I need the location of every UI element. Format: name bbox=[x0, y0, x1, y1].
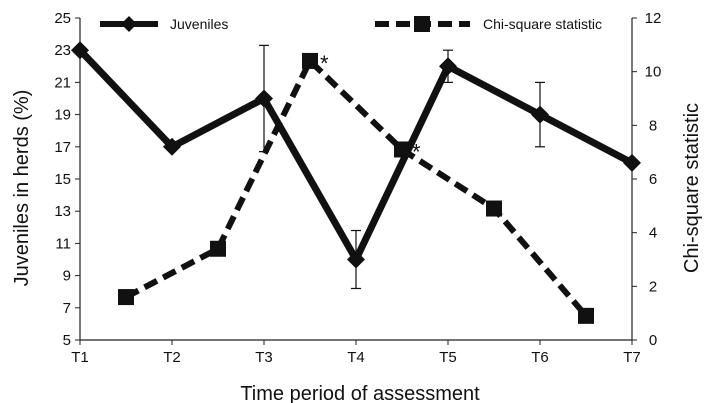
left-y-tick-label: 17 bbox=[54, 139, 71, 156]
right-y-tick-label: 12 bbox=[645, 10, 662, 27]
chi-square-line bbox=[124, 57, 589, 318]
juveniles-point bbox=[347, 250, 365, 269]
significance-asterisk: * bbox=[320, 51, 329, 76]
juveniles-point bbox=[163, 137, 181, 156]
legend: Juveniles Chi-square statistic bbox=[100, 16, 602, 32]
right-y-tick-label: 10 bbox=[645, 64, 662, 81]
chi-square-point bbox=[302, 52, 318, 69]
right-y-tick-label: 8 bbox=[649, 117, 657, 134]
right-y-tick-label: 6 bbox=[649, 171, 657, 188]
y-axis-title-left: Juveniles in herds (%) bbox=[11, 90, 33, 287]
significance-asterisk: * bbox=[412, 139, 421, 164]
left-y-tick-label: 23 bbox=[54, 42, 71, 59]
left-y-tick-label: 11 bbox=[55, 235, 71, 252]
x-tick-label: T4 bbox=[347, 349, 365, 366]
juveniles-point bbox=[255, 89, 273, 108]
juveniles-line bbox=[77, 47, 634, 268]
x-tick-label: T6 bbox=[531, 349, 549, 366]
juveniles-point bbox=[531, 105, 549, 124]
right-y-tick-label: 0 bbox=[649, 332, 657, 349]
left-y-tick-label: 15 bbox=[54, 171, 71, 188]
chi-square-point bbox=[486, 200, 502, 217]
legend-juveniles-label: Juveniles bbox=[170, 16, 228, 32]
chi-square-point bbox=[210, 240, 226, 257]
left-y-tick-label: 19 bbox=[54, 107, 71, 124]
x-tick-label: T7 bbox=[623, 349, 641, 366]
axes bbox=[79, 18, 633, 341]
left-y-ticks: 5 7 9 11 13 15 17 19 21 23 25 bbox=[54, 10, 80, 349]
legend-chisq-label: Chi-square statistic bbox=[483, 16, 602, 32]
right-y-tick-label: 2 bbox=[649, 278, 657, 295]
legend-chisq-marker bbox=[414, 16, 430, 32]
x-tick-label: T2 bbox=[163, 349, 181, 366]
legend-juveniles-marker bbox=[121, 16, 137, 32]
left-y-tick-label: 5 bbox=[63, 332, 71, 349]
left-y-tick-label: 25 bbox=[54, 10, 71, 27]
right-y-ticks: 0 2 4 6 8 10 12 bbox=[632, 10, 661, 349]
left-y-tick-label: 7 bbox=[63, 300, 71, 317]
x-tick-label: T5 bbox=[439, 349, 457, 366]
left-y-tick-label: 9 bbox=[63, 268, 71, 285]
chi-square-point bbox=[578, 307, 594, 324]
x-tick-label: T1 bbox=[71, 349, 89, 366]
y-axis-title-right: Chi-square statistic bbox=[681, 103, 703, 273]
juveniles-point bbox=[439, 57, 457, 76]
right-y-tick-label: 4 bbox=[649, 225, 657, 242]
x-axis-title: Time period of assessment bbox=[240, 383, 480, 403]
x-ticks: T1 T2 T3 T4 T5 T6 T7 bbox=[71, 340, 641, 366]
juveniles-point bbox=[71, 41, 89, 60]
chi-square-point bbox=[118, 289, 134, 306]
left-y-tick-label: 13 bbox=[54, 203, 71, 220]
juveniles-point bbox=[623, 153, 641, 172]
x-tick-label: T3 bbox=[255, 349, 273, 366]
left-y-tick-label: 21 bbox=[54, 74, 71, 91]
series-layer: ** bbox=[71, 41, 641, 324]
